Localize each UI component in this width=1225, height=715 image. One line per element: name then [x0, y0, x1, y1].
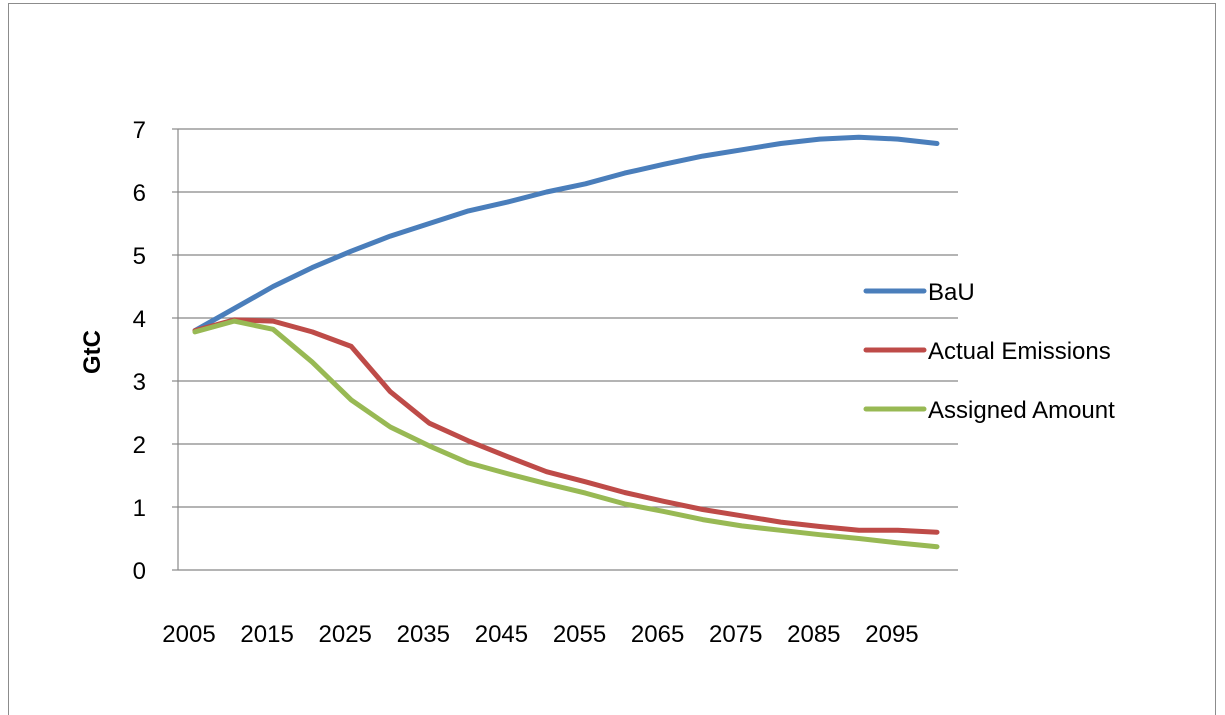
legend: BaU Actual Emissions Assigned Amount: [863, 279, 1115, 424]
y-tick-label-5: 5: [133, 243, 146, 270]
y-tick-label-3: 3: [133, 369, 146, 396]
x-tick-label-2015: 2015: [240, 621, 293, 648]
gridlines: [178, 128, 958, 508]
series-line-assigned-amount: [192, 318, 940, 550]
series-line-bau: [192, 134, 940, 334]
x-tick-label-2045: 2045: [475, 621, 528, 648]
x-tick-label-2025: 2025: [319, 621, 372, 648]
x-tick-label-2065: 2065: [631, 621, 684, 648]
y-tick-label-6: 6: [133, 180, 146, 207]
y-tick-label-4: 4: [133, 306, 146, 333]
x-tick-label-2055: 2055: [553, 621, 606, 648]
y-tick-label-7: 7: [133, 117, 146, 144]
y-tick-label-2: 2: [133, 432, 146, 459]
x-tick-label-2075: 2075: [709, 621, 762, 648]
y-tick-label-0: 0: [133, 558, 146, 585]
legend-label-assigned-amount: Assigned Amount: [928, 397, 1115, 424]
axes: [172, 128, 958, 571]
x-tick-label-2005: 2005: [162, 621, 215, 648]
legend-label-bau: BaU: [928, 279, 975, 306]
x-tick-labels: 2005 2015 2025 2035 2045 2055 2065 2075 2085 2095: [162, 621, 918, 648]
y-tick-label-1: 1: [133, 495, 146, 522]
series-line-actual-emissions: [192, 317, 940, 535]
y-tick-labels: 0 1 2 3 4 5 6 7: [133, 117, 146, 585]
legend-label-actual-emissions: Actual Emissions: [928, 338, 1111, 365]
x-tick-label-2035: 2035: [397, 621, 450, 648]
y-axis-title: GtC: [79, 330, 106, 374]
x-tick-label-2095: 2095: [865, 621, 918, 648]
x-tick-label-2085: 2085: [787, 621, 840, 648]
chart-frame: [8, 3, 1216, 715]
series-lines: [192, 134, 940, 550]
